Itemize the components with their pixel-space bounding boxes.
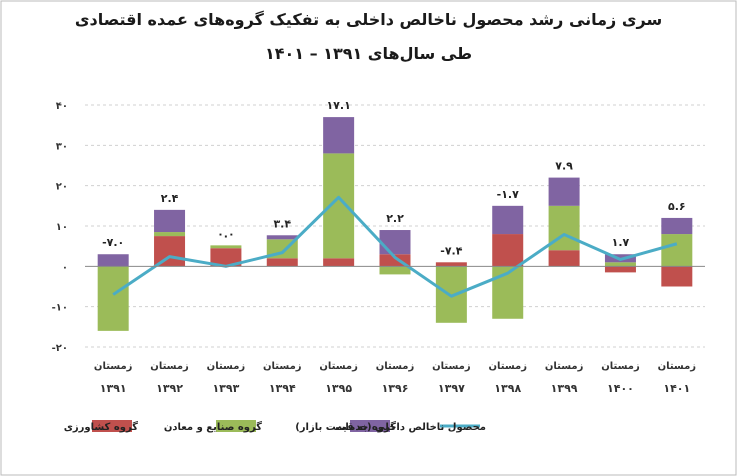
bar-segment: [266, 258, 298, 267]
bar-segment: [435, 262, 467, 267]
data-label: ۰.۰: [217, 227, 235, 240]
x-tick-label: ۱۳۹۴: [269, 382, 296, 395]
y-tick-label: ۰: [62, 262, 68, 273]
bar-segment: [548, 177, 580, 206]
y-tick-label: -۲۰: [52, 343, 68, 354]
bar-segment: [323, 153, 355, 259]
x-tick-label: زمستان: [488, 361, 527, 372]
x-tick-label: ۱۳۹۱: [100, 382, 127, 395]
data-label: ۲.۲: [386, 212, 404, 225]
x-tick-label: زمستان: [263, 361, 302, 372]
data-label: ۱.۷: [612, 236, 630, 249]
legend-label: گروه خدمات: [335, 420, 396, 433]
bar-segment: [154, 236, 186, 267]
legend-swatch: [216, 420, 256, 432]
bar-segment: [604, 262, 636, 267]
bar-segment: [661, 234, 693, 267]
chart-subtitle: طی سال‌های ۱۳۹۱ – ۱۴۰۱: [264, 44, 473, 63]
bar-segment: [154, 209, 186, 233]
legend-swatch: [350, 420, 390, 432]
data-label: ۲.۴: [161, 192, 179, 205]
bar-segment: [379, 266, 411, 275]
x-tick-label: زمستان: [319, 361, 358, 372]
x-tick-label: ۱۳۹۷: [438, 382, 465, 395]
bar-segment: [323, 117, 355, 154]
data-label: ۵.۶: [668, 200, 686, 213]
bar-segment: [492, 266, 524, 319]
bar-segment: [604, 266, 636, 273]
y-tick-label: -۱۰: [52, 303, 68, 314]
legend-label: محصول ناخالص داخلی (به قیمت بازار): [295, 422, 486, 433]
x-tick-label: زمستان: [94, 361, 133, 372]
bar-segment: [661, 217, 693, 235]
bar-segment: [154, 232, 186, 237]
x-tick-label: ۱۳۹۲: [156, 382, 183, 395]
bar-segment: [97, 254, 129, 267]
bar-segment: [379, 230, 411, 255]
x-tick-label: زمستان: [432, 361, 471, 372]
x-tick-label: زمستان: [207, 361, 246, 372]
bar-segment: [492, 205, 524, 235]
bar-segment: [210, 248, 242, 267]
x-tick-label: ۱۳۹۵: [325, 382, 352, 395]
bar-segment: [661, 266, 693, 287]
legend-swatch: [92, 420, 132, 432]
data-label: -۱.۷: [497, 188, 519, 201]
x-tick-label: زمستان: [545, 361, 584, 372]
bar-segment: [323, 258, 355, 267]
x-tick-label: ۱۳۹۸: [494, 382, 521, 395]
x-tick-label: زمستان: [658, 361, 697, 372]
gdp-growth-line: [112, 195, 678, 298]
x-tick-label: ۱۳۹۶: [382, 382, 409, 395]
x-tick-label: ۱۳۹۳: [212, 382, 239, 395]
y-tick-label: ۱۰: [56, 222, 68, 233]
legend-label: گروه کشاورزی: [64, 420, 138, 433]
bar-segment: [548, 250, 580, 267]
data-label: -۷.۰: [102, 236, 124, 249]
x-tick-label: ۱۴۰۱: [663, 382, 690, 395]
x-tick-label: زمستان: [150, 361, 189, 372]
data-label: ۷.۹: [555, 160, 573, 173]
data-label: ۱۷.۱: [326, 99, 350, 112]
x-tick-label: زمستان: [376, 361, 415, 372]
bar-segment: [210, 245, 242, 249]
data-label: -۷.۴: [440, 244, 462, 257]
bar-segment: [492, 234, 524, 267]
x-tick-label: ۱۳۹۹: [551, 382, 578, 395]
x-tick-label: زمستان: [601, 361, 640, 372]
chart-title: سری زمانی رشد محصول ناخالص داخلی به تفکی…: [74, 10, 663, 29]
y-tick-label: ۳۰: [56, 141, 68, 152]
legend-label: گروه صنایع و معادن: [164, 420, 262, 433]
bar-segment: [97, 266, 129, 331]
y-tick-label: ۴۰: [56, 101, 68, 112]
bar-segment: [266, 235, 298, 240]
x-tick-label: ۱۴۰۰: [607, 382, 634, 395]
data-label: ۳.۴: [273, 217, 291, 230]
y-tick-label: ۲۰: [56, 182, 68, 193]
